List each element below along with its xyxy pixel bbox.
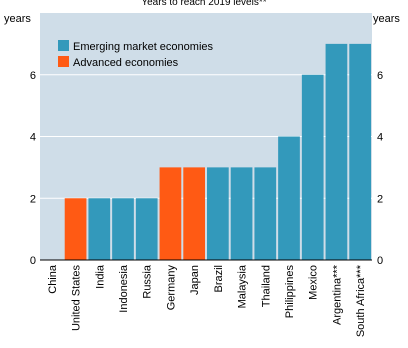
x-tick-label: India [94,264,106,289]
bar [278,136,300,260]
x-tick-label: Russia [142,264,154,299]
legend-swatch [58,56,69,67]
bar [159,167,182,260]
x-tick-label: Philippines [284,265,296,319]
legend-label: Emerging market economies [73,41,214,53]
bar [64,198,87,260]
y-axis-label-left: years [4,13,31,25]
x-tick-label: South Africa*** [355,264,367,337]
x-tick-label: Malaysia [237,264,249,308]
bar [135,198,158,260]
x-tick-label: United States [71,265,83,332]
bar [325,43,348,260]
legend: Emerging market economies Advanced econom… [58,40,214,69]
y-tick-label-left: 6 [30,70,36,82]
y-tick-label-left: 0 [30,255,36,267]
legend-swatch [58,40,69,51]
y-tick-label-left: 2 [30,193,36,205]
chart-title: Years to reach 2019 levels** [141,0,266,8]
legend-label: Advanced economies [73,57,179,69]
y-tick-label-right: 6 [377,70,383,82]
x-tick-label: Argentina*** [331,264,343,325]
y-tick-label-left: 4 [30,132,36,144]
x-tick-label: Germany [165,265,177,311]
x-tick-label: Brazil [213,265,225,293]
bar [112,198,134,260]
x-tick-label: Japan [189,265,201,295]
bar [301,74,324,260]
bar [254,167,277,260]
x-tick-label: Mexico [308,265,320,300]
y-tick-label-right: 4 [377,132,383,144]
bar [207,167,229,260]
y-axis-label-right: years [373,13,400,25]
bar [183,167,205,260]
bar [88,198,111,260]
bar [230,167,253,260]
bar [349,43,371,260]
x-tick-label: China [47,264,59,294]
y-tick-label-right: 0 [377,255,383,267]
x-tick-label: Thailand [260,265,272,307]
x-tick-label: Indonesia [118,264,130,313]
y-tick-label-right: 2 [377,193,383,205]
